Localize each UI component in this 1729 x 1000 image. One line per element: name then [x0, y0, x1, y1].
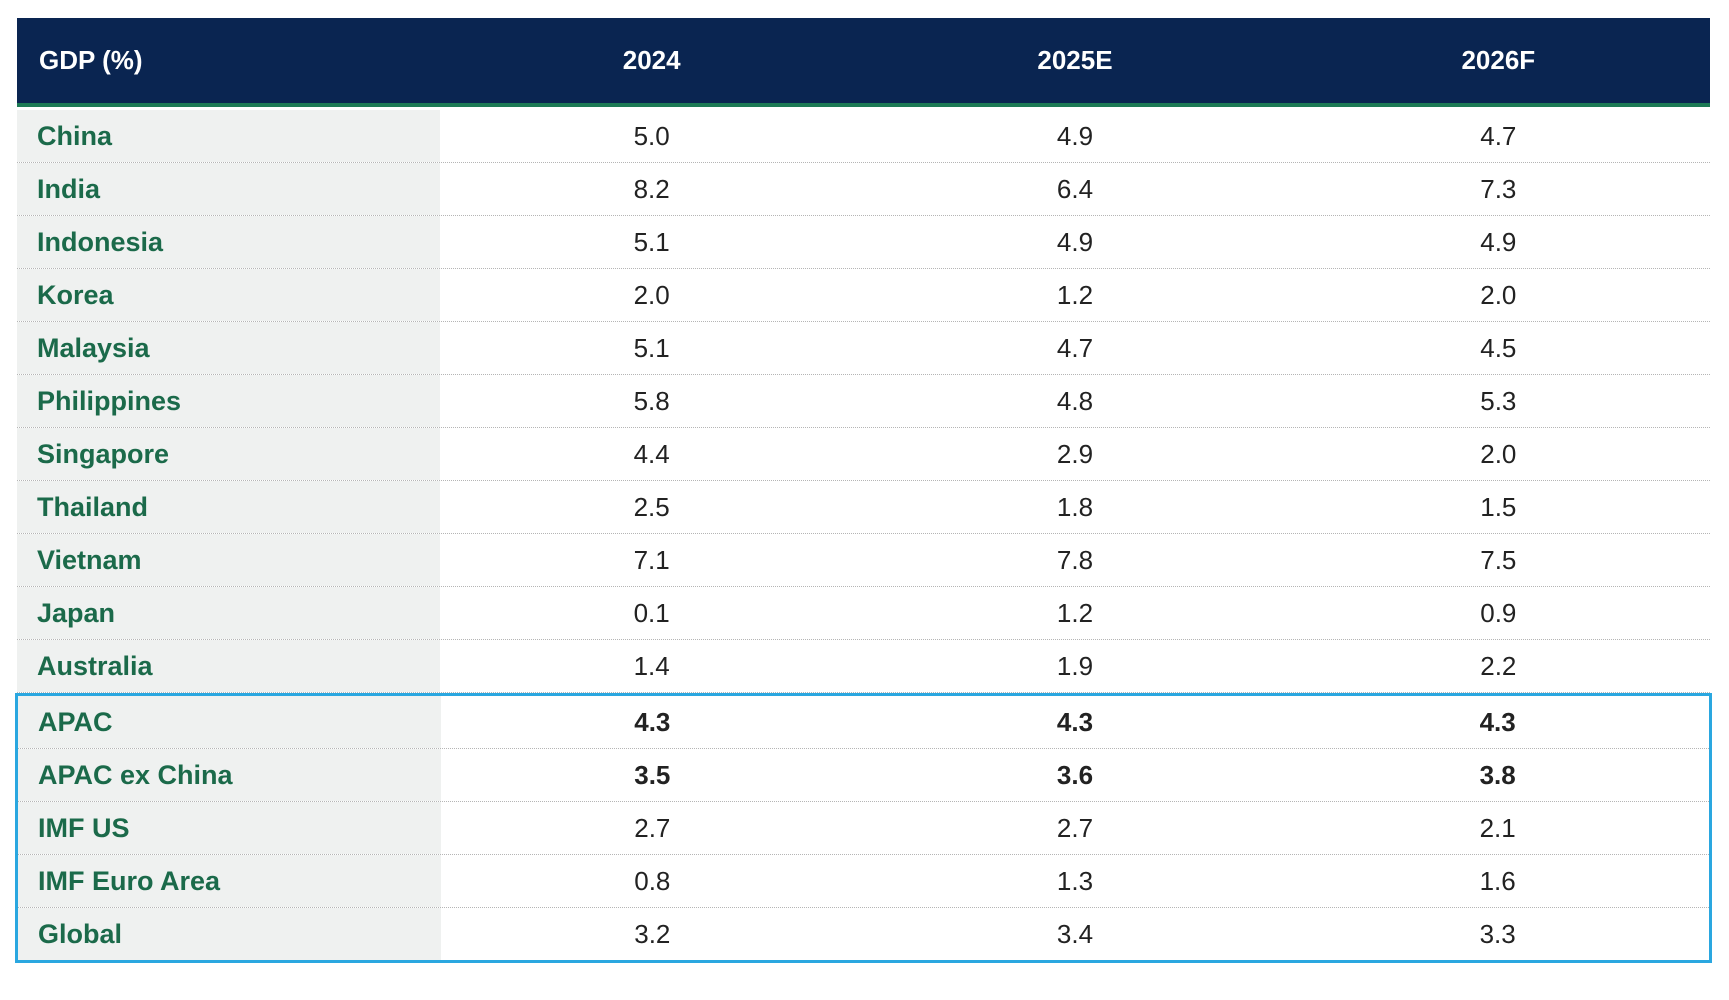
row-label: Korea: [17, 269, 440, 321]
table-row: India 8.2 6.4 7.3: [17, 163, 1710, 216]
cell-value: 4.7: [1480, 120, 1517, 151]
cell-value: 7.1: [633, 544, 670, 575]
cell-value: 1.6: [1479, 865, 1516, 896]
cell-value: 3.5: [634, 759, 671, 790]
row-label: IMF Euro Area: [18, 855, 441, 907]
cell-value: 2.7: [634, 812, 671, 843]
cell-value: 4.3: [634, 706, 671, 737]
header-cell: 2025E: [1037, 45, 1113, 75]
cell-value: 4.3: [1056, 706, 1094, 737]
row-label: Indonesia: [17, 216, 440, 268]
row-label: India: [17, 163, 440, 215]
cell-value: 7.5: [1480, 544, 1517, 575]
row-label: China: [17, 110, 440, 162]
row-label: IMF US: [18, 802, 441, 854]
cell-value: 1.9: [1056, 650, 1094, 681]
cell-value: 5.1: [633, 226, 670, 257]
cell-value: 2.7: [1056, 812, 1094, 843]
table-row: Thailand 2.5 1.8 1.5: [17, 481, 1710, 534]
cell-value: 5.1: [633, 332, 670, 363]
cell-value: 3.3: [1479, 918, 1516, 949]
table-row: IMF Euro Area 0.8 1.3 1.6: [18, 855, 1709, 908]
row-label: Japan: [17, 587, 440, 639]
table-row: Indonesia 5.1 4.9 4.9: [17, 216, 1710, 269]
cell-value: 1.3: [1056, 865, 1094, 896]
cell-value: 3.8: [1479, 759, 1516, 790]
header-cell: 2026F: [1461, 45, 1536, 75]
header-cell: 2024: [622, 45, 681, 75]
cell-value: 4.7: [1056, 332, 1094, 363]
cell-value: 6.4: [1056, 173, 1094, 204]
cell-value: 2.1: [1479, 812, 1516, 843]
cell-value: 4.8: [1056, 385, 1094, 416]
cell-value: 4.9: [1056, 226, 1094, 257]
row-label: Thailand: [17, 481, 440, 533]
cell-value: 8.2: [633, 173, 670, 204]
table-row: APAC ex China 3.5 3.6 3.8: [18, 749, 1709, 802]
cell-value: 7.8: [1056, 544, 1094, 575]
cell-value: 5.8: [633, 385, 670, 416]
row-label: Singapore: [17, 428, 440, 480]
row-label: Global: [18, 908, 441, 960]
table-row: Malaysia 5.1 4.7 4.5: [17, 322, 1710, 375]
cell-value: 3.2: [634, 918, 671, 949]
highlighted-group: APAC 4.3 4.3 4.3 APAC ex China 3.5 3.6 3.8 IMF U…: [15, 693, 1712, 963]
table-row: China 5.0 4.9 4.7: [17, 110, 1710, 163]
cell-value: 2.5: [633, 491, 670, 522]
cell-value: 4.9: [1480, 226, 1517, 257]
cell-value: 1.5: [1480, 491, 1517, 522]
cell-value: 5.3: [1480, 385, 1517, 416]
table-header: GDP (%) 2024 2025E 2026F: [17, 18, 1710, 107]
cell-value: 2.0: [1480, 279, 1517, 310]
cell-value: 3.6: [1056, 759, 1094, 790]
cell-value: 5.0: [633, 120, 670, 151]
table-row: Australia 1.4 1.9 2.2: [17, 640, 1710, 693]
table-row: APAC 4.3 4.3 4.3: [18, 696, 1709, 749]
cell-value: 1.8: [1056, 491, 1094, 522]
cell-value: 1.2: [1056, 597, 1094, 628]
cell-value: 4.4: [633, 438, 670, 469]
row-label: APAC ex China: [18, 749, 441, 801]
cell-value: 0.9: [1480, 597, 1517, 628]
cell-value: 2.9: [1056, 438, 1094, 469]
cell-value: 0.8: [634, 865, 671, 896]
cell-value: 3.4: [1056, 918, 1094, 949]
table-row: Global 3.2 3.4 3.3: [18, 908, 1709, 960]
header-cell: GDP (%): [39, 45, 143, 75]
cell-value: 4.5: [1480, 332, 1517, 363]
row-label: APAC: [18, 696, 441, 748]
cell-value: 4.9: [1056, 120, 1094, 151]
cell-value: 1.4: [633, 650, 670, 681]
table-row: IMF US 2.7 2.7 2.1: [18, 802, 1709, 855]
cell-value: 2.0: [1480, 438, 1517, 469]
row-label: Vietnam: [17, 534, 440, 586]
gdp-table: GDP (%) 2024 2025E 2026F China 5.0 4.9 4.7 Indi…: [15, 18, 1712, 963]
cell-value: 0.1: [633, 597, 670, 628]
cell-value: 2.2: [1480, 650, 1517, 681]
row-label: Malaysia: [17, 322, 440, 374]
cell-value: 7.3: [1480, 173, 1517, 204]
cell-value: 1.2: [1056, 279, 1094, 310]
table-row: Vietnam 7.1 7.8 7.5: [17, 534, 1710, 587]
row-label: Philippines: [17, 375, 440, 427]
table-row: Korea 2.0 1.2 2.0: [17, 269, 1710, 322]
table-row: Japan 0.1 1.2 0.9: [17, 587, 1710, 640]
table-row: Philippines 5.8 4.8 5.3: [17, 375, 1710, 428]
cell-value: 2.0: [633, 279, 670, 310]
row-label: Australia: [17, 640, 440, 692]
table-row: Singapore 4.4 2.9 2.0: [17, 428, 1710, 481]
cell-value: 4.3: [1479, 706, 1516, 737]
table-body: China 5.0 4.9 4.7 India 8.2 6.4 7.3 Indonesia 5.1…: [17, 110, 1710, 693]
